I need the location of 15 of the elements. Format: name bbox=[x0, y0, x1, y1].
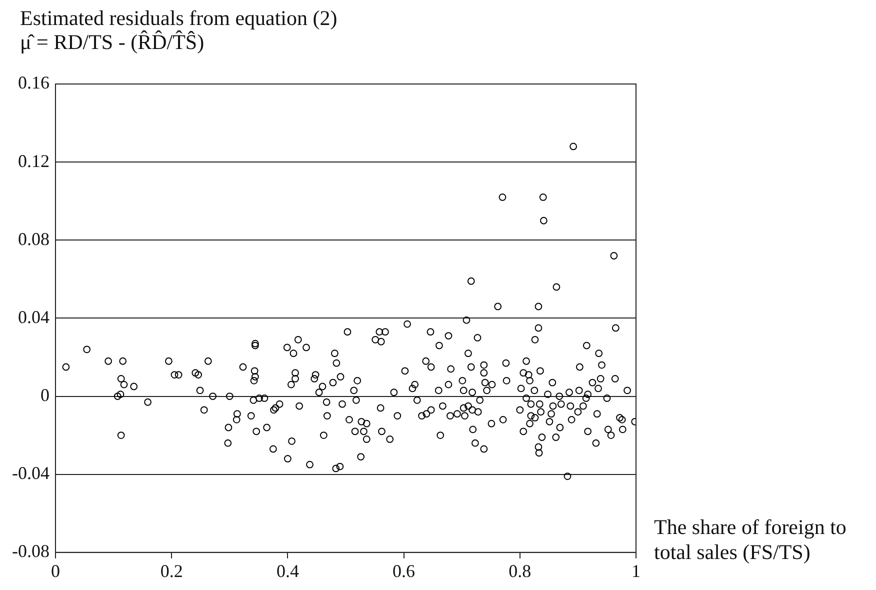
x-tick-label: 0.8 bbox=[508, 560, 532, 581]
x-axis-title: The share of foreign to total sales (FS/TS) bbox=[654, 515, 848, 565]
x-tick-label: 0.2 bbox=[160, 560, 183, 581]
y-tick-label: -0.04 bbox=[12, 463, 50, 484]
y-tick-label: 0.16 bbox=[18, 72, 50, 93]
chart-subtitle: μ̂ = RD/TS - (R̂D̂/T̂Ŝ) bbox=[20, 30, 204, 55]
x-tick-label: 0.6 bbox=[392, 560, 416, 581]
y-tick-label: 0.04 bbox=[18, 306, 50, 327]
x-tick-label: 1 bbox=[632, 560, 640, 581]
y-tick-label: 0.08 bbox=[18, 228, 50, 249]
chart-title: Estimated residuals from equation (2) bbox=[20, 6, 338, 30]
y-tick-label: 0 bbox=[40, 385, 50, 405]
y-tick-label: 0.12 bbox=[18, 150, 50, 171]
x-tick-label: 0.4 bbox=[276, 560, 299, 581]
y-tick-label: -0.08 bbox=[12, 541, 50, 562]
